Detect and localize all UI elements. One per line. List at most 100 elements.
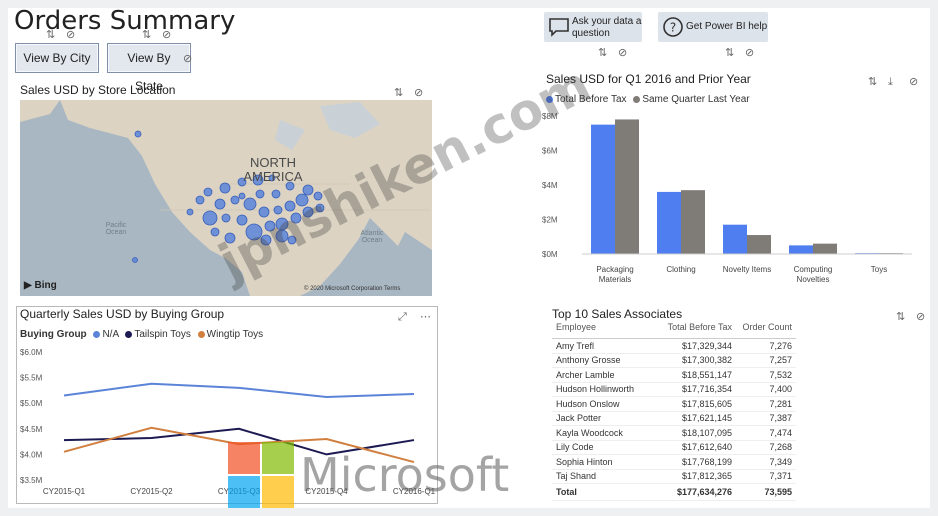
map-bubble[interactable]: [252, 174, 264, 186]
map-bubble[interactable]: [238, 192, 246, 200]
map-bubble[interactable]: [132, 257, 138, 263]
table-row[interactable]: Hudson Hollinworth $17,716,354 7,400: [552, 382, 796, 397]
view-by-city-button[interactable]: View By City: [15, 43, 99, 73]
table-row[interactable]: Archer Lamble $18,551,147 7,532: [552, 367, 796, 383]
map-bubble[interactable]: [134, 130, 142, 138]
table-row[interactable]: Kayla Woodcock $18,107,095 7,474: [552, 425, 796, 441]
filter-disabled-icon[interactable]: ⊘: [162, 29, 172, 41]
x-tick-label: CY2015-Q2: [130, 487, 173, 496]
map-bubble[interactable]: [237, 177, 247, 187]
map-bubble[interactable]: [313, 191, 323, 201]
map-bubble[interactable]: [268, 174, 276, 182]
map-bubble[interactable]: [214, 198, 226, 210]
map-bubble[interactable]: [203, 187, 213, 197]
page-title: Orders Summary: [14, 6, 236, 36]
bar-total[interactable]: [789, 245, 813, 254]
map-bubble[interactable]: [258, 206, 270, 218]
filter-disabled-icon[interactable]: ⊘: [183, 53, 193, 65]
drill-icon[interactable]: ⇅: [394, 87, 404, 99]
map-copyright[interactable]: © 2020 Microsoft Corporation Terms: [304, 286, 401, 292]
drill-icon[interactable]: ⇅: [896, 311, 906, 323]
ask-question-button[interactable]: Ask your data a question: [544, 12, 642, 42]
table-row[interactable]: Jack Potter $17,621,145 7,387: [552, 411, 796, 426]
map-bubble[interactable]: [275, 229, 289, 243]
map-bubble[interactable]: [290, 212, 302, 224]
store-location-map[interactable]: NORTH AMERICA Pacific Ocean Atlantic Oce…: [20, 100, 432, 296]
bar-total[interactable]: [657, 191, 681, 254]
more-options-icon[interactable]: ⋯: [420, 311, 431, 323]
map-bubble[interactable]: [230, 195, 240, 205]
map-bubble[interactable]: [285, 181, 295, 191]
filter-disabled-icon[interactable]: ⊘: [745, 47, 755, 59]
drill-icon[interactable]: ⇅: [725, 47, 735, 59]
filter-disabled-icon[interactable]: ⊘: [909, 76, 919, 88]
legend-tailspin-label[interactable]: Tailspin Toys: [134, 329, 191, 340]
map-bubble[interactable]: [224, 232, 236, 244]
line-chart-frame: [16, 306, 438, 504]
column-header-employee[interactable]: Employee: [552, 322, 648, 339]
legend-na-label[interactable]: N/A: [102, 329, 119, 340]
bar-total[interactable]: [723, 224, 747, 254]
table-row[interactable]: Sophia Hinton $17,768,199 7,349: [552, 454, 796, 470]
map-bubble[interactable]: [302, 206, 314, 218]
map-bubble[interactable]: [284, 200, 296, 212]
map-bubble[interactable]: [302, 184, 314, 196]
filter-disabled-icon[interactable]: ⊘: [66, 29, 76, 41]
drill-icon[interactable]: ⇅: [868, 76, 878, 88]
map-bubble[interactable]: [219, 182, 231, 194]
filter-disabled-icon[interactable]: ⊘: [916, 311, 926, 323]
map-bubble[interactable]: [186, 208, 194, 216]
expand-icon[interactable]: ⤓: [888, 76, 893, 88]
view-by-state-button[interactable]: View By State: [107, 43, 191, 93]
map-bubble[interactable]: [315, 203, 325, 213]
filter-disabled-icon[interactable]: ⊘: [618, 47, 628, 59]
map-bubble[interactable]: [271, 189, 281, 199]
table-row[interactable]: Lily Code $17,612,640 7,268: [552, 440, 796, 455]
map-bubble[interactable]: [243, 197, 257, 211]
x-tick-label: CY2015-Q1: [43, 487, 86, 496]
map-bubble[interactable]: [210, 227, 220, 237]
table-row[interactable]: Anthony Grosse $17,300,382 7,257: [552, 353, 796, 368]
table-row[interactable]: Amy Trefl $17,329,344 7,276: [552, 338, 796, 354]
bar-last-year[interactable]: [681, 190, 705, 254]
drill-icon[interactable]: ⇅: [46, 29, 56, 41]
help-button[interactable]: ? Get Power BI help: [658, 12, 768, 42]
legend-wingtip-label[interactable]: Wingtip Toys: [206, 329, 264, 340]
table-total-row[interactable]: Total $177,634,276 73,595: [552, 483, 796, 501]
map-bubble[interactable]: [202, 210, 218, 226]
table-row[interactable]: Taj Shand $17,812,365 7,371: [552, 469, 796, 484]
map-bubble[interactable]: [255, 189, 265, 199]
bar-last-year[interactable]: [747, 235, 771, 254]
legend-lastyear-marker: [633, 95, 641, 103]
bar-total[interactable]: [591, 124, 615, 254]
bar-last-year[interactable]: [813, 243, 837, 254]
bar-last-year[interactable]: [615, 119, 639, 254]
legend-lastyear-label[interactable]: Same Quarter Last Year: [642, 94, 750, 105]
cell-total: $17,329,344: [648, 338, 736, 354]
focus-mode-icon[interactable]: ⤢: [398, 311, 407, 323]
filter-disabled-icon[interactable]: ⊘: [414, 87, 424, 99]
bing-icon: ▶: [24, 280, 32, 291]
map-bubble[interactable]: [295, 193, 309, 207]
map-bubble[interactable]: [236, 214, 248, 226]
cell-employee: Kayla Woodcock: [552, 425, 648, 441]
line-na[interactable]: [63, 382, 415, 399]
map-bubble[interactable]: [273, 205, 283, 215]
map-bubble[interactable]: [264, 220, 276, 232]
table-row[interactable]: Hudson Onslow $17,815,605 7,281: [552, 396, 796, 412]
drill-icon[interactable]: ⇅: [142, 29, 152, 41]
map-bubble[interactable]: [260, 234, 272, 246]
map-bubble[interactable]: [245, 223, 263, 241]
legend-total-label[interactable]: Total Before Tax: [555, 94, 627, 105]
cell-total: $18,551,147: [648, 367, 736, 383]
column-header-orders[interactable]: Order Count: [736, 322, 796, 339]
column-header-total[interactable]: Total Before Tax: [648, 322, 736, 339]
line-tailspin[interactable]: [63, 427, 415, 456]
map-bubble[interactable]: [287, 235, 297, 245]
map-bubble[interactable]: [221, 213, 231, 223]
brand-watermark: Microsoft: [300, 448, 510, 502]
drill-icon[interactable]: ⇅: [598, 47, 608, 59]
map-bubble[interactable]: [195, 195, 205, 205]
line-chart-title: Quarterly Sales USD by Buying Group: [20, 307, 225, 321]
